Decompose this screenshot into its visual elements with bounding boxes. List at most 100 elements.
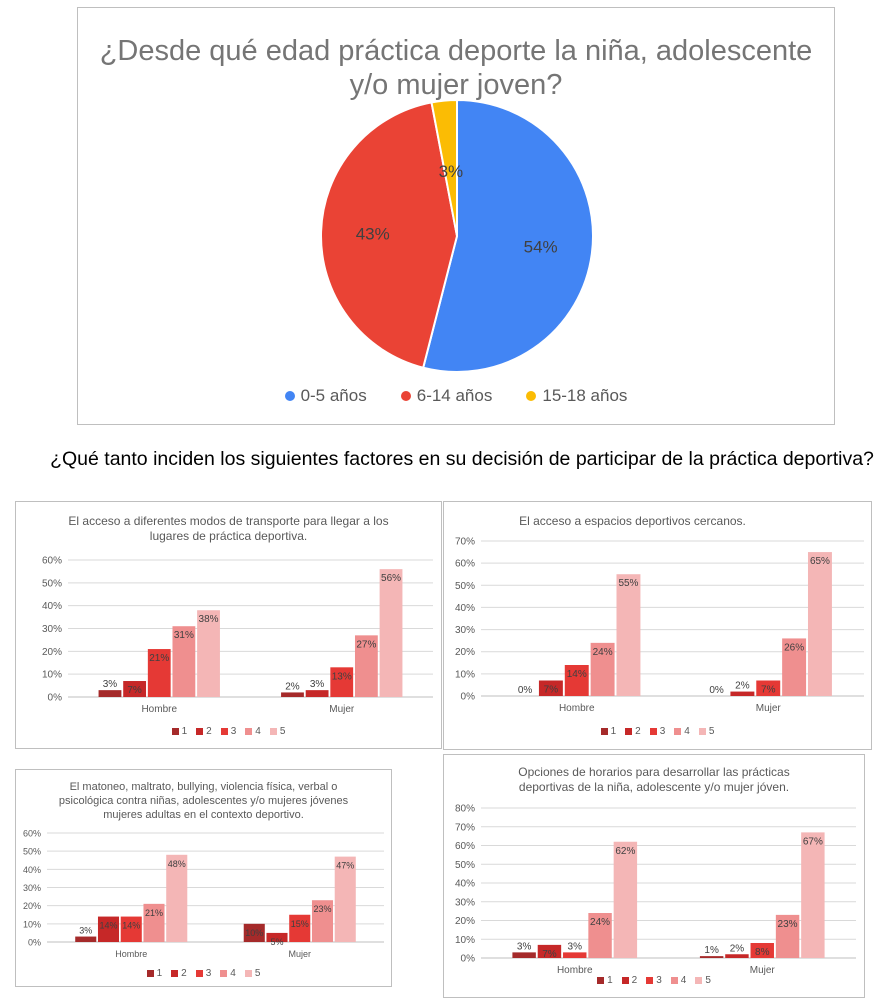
y-tick-label: 40%	[455, 879, 475, 890]
bar-data-label: 0%	[709, 685, 724, 696]
bar-data-label: 38%	[199, 614, 219, 625]
pie-slice	[430, 98, 458, 237]
legend-item: 4	[245, 726, 261, 737]
bar-chart-title: El matoneo, maltrato, bullying, violenci…	[58, 781, 349, 821]
legend-label: 4	[684, 726, 690, 737]
bar-chart-svg: 0% 10% 20% 30% 40% 50% 60% 3% 14% 14% 21% 48% Hombre…	[23, 829, 384, 959]
y-tick-label: 10%	[455, 935, 475, 946]
bar-data-label: 56%	[381, 573, 401, 584]
x-category-label: Hombre	[559, 703, 595, 714]
pie-data-label: 3%	[439, 162, 464, 181]
bar	[512, 952, 536, 958]
bar-data-label: 1%	[704, 945, 719, 956]
bar-data-label: 8%	[755, 947, 770, 958]
legend-swatch-blue	[284, 391, 295, 401]
bar-data-label: 23%	[313, 904, 331, 914]
pie-chart-panel: ¿Desde qué edad práctica deporte la niña…	[77, 7, 835, 425]
legend-swatch	[646, 977, 654, 984]
bar-data-label: 24%	[593, 647, 613, 658]
legend-swatch	[695, 977, 703, 984]
bar-data-label: 67%	[803, 836, 823, 847]
legend-label: 2	[181, 968, 187, 979]
legend-swatch	[597, 977, 605, 984]
y-tick-label: 30%	[23, 883, 41, 893]
bar-data-label: 21%	[149, 653, 169, 664]
bar-data-label: 2%	[285, 681, 300, 692]
bar	[563, 952, 587, 958]
bar-chart-nearby-spaces: El acceso a espacios deportivos cercanos…	[443, 501, 872, 750]
y-tick-label: 0%	[461, 954, 476, 965]
legend-swatch	[621, 977, 629, 984]
legend-label: 4	[255, 726, 261, 737]
bar	[725, 954, 749, 958]
bar-data-label: 27%	[356, 639, 376, 650]
bar-data-label: 31%	[174, 630, 194, 641]
bar-data-label: 2%	[730, 943, 745, 954]
pie-chart-legend: 0-5 años 6-14 años 15-18 años	[78, 386, 834, 406]
x-category-label: Hombre	[115, 949, 147, 959]
y-tick-label: 60%	[455, 559, 475, 570]
bar	[147, 649, 171, 697]
legend-swatch	[195, 970, 203, 977]
y-tick-label: 20%	[455, 647, 475, 658]
x-category-label: Mujer	[288, 949, 311, 959]
bar-data-label: 55%	[618, 578, 638, 589]
bar	[243, 923, 265, 942]
legend-swatch	[245, 728, 253, 735]
legend-swatch	[244, 970, 252, 977]
bar	[330, 667, 354, 697]
legend-item: 2	[196, 726, 212, 737]
bar	[266, 932, 288, 942]
legend-label: 5	[279, 726, 286, 737]
bar	[616, 574, 641, 696]
bar-data-label: 7%	[761, 685, 776, 696]
legend-item: 2	[171, 968, 187, 979]
legend-label: 3	[659, 726, 666, 737]
bar	[537, 944, 562, 958]
bar-chart-svg: 0% 10% 20% 30% 40% 50% 60% 3% 7% 21% 31% 38% Hombre 2…	[42, 556, 433, 715]
bar	[305, 690, 329, 697]
bar	[143, 903, 165, 942]
legend-item: 3	[646, 975, 662, 986]
legend-item: 2	[625, 726, 641, 737]
legend-label: 1	[607, 975, 613, 986]
bar	[75, 936, 97, 942]
legend-swatch	[698, 728, 706, 735]
legend-item: 4	[220, 968, 236, 979]
legend-item: 1	[171, 726, 187, 737]
legend-item: 5	[269, 726, 286, 737]
y-tick-label: 40%	[455, 603, 475, 614]
legend-label: 3	[656, 975, 662, 986]
y-tick-label: 30%	[42, 624, 62, 635]
bar-chart-schedules: Opciones de horarios para desarrollar la…	[443, 754, 865, 998]
bar	[588, 913, 612, 958]
y-tick-label: 50%	[42, 578, 62, 589]
section-heading: ¿Qué tanto inciden los siguientes factor…	[50, 448, 874, 470]
bar-data-label: 7%	[542, 949, 557, 960]
bar	[123, 681, 147, 697]
y-tick-label: 70%	[455, 822, 475, 833]
legend-label: 2	[206, 726, 212, 737]
bar-data-label: 0%	[518, 685, 533, 696]
bar-data-label: 23%	[778, 919, 798, 930]
legend-label: 5	[708, 726, 715, 737]
bar-data-label: 3%	[568, 941, 583, 952]
legend-label: 3	[230, 726, 237, 737]
x-category-label: Mujer	[756, 703, 782, 714]
legend-label: 0-5 años	[300, 386, 367, 405]
legend-item: 5	[698, 726, 715, 737]
bar-chart-title: El acceso a diferentes modos de transpor…	[68, 514, 389, 543]
legend-swatch	[220, 970, 228, 977]
legend-label: 4	[230, 968, 236, 979]
bar	[613, 841, 638, 958]
bar-data-label: 14%	[122, 921, 140, 931]
bar-data-label: 62%	[615, 846, 635, 857]
bar-data-label: 48%	[168, 859, 186, 869]
legend-item: 1	[597, 975, 613, 986]
bar-data-label: 65%	[810, 556, 830, 567]
bar-data-label: 10%	[245, 928, 263, 938]
pie-data-label: 43%	[356, 224, 390, 243]
bar-data-label: 24%	[590, 917, 610, 928]
bar-data-label: 7%	[127, 685, 142, 696]
bar	[807, 552, 832, 696]
